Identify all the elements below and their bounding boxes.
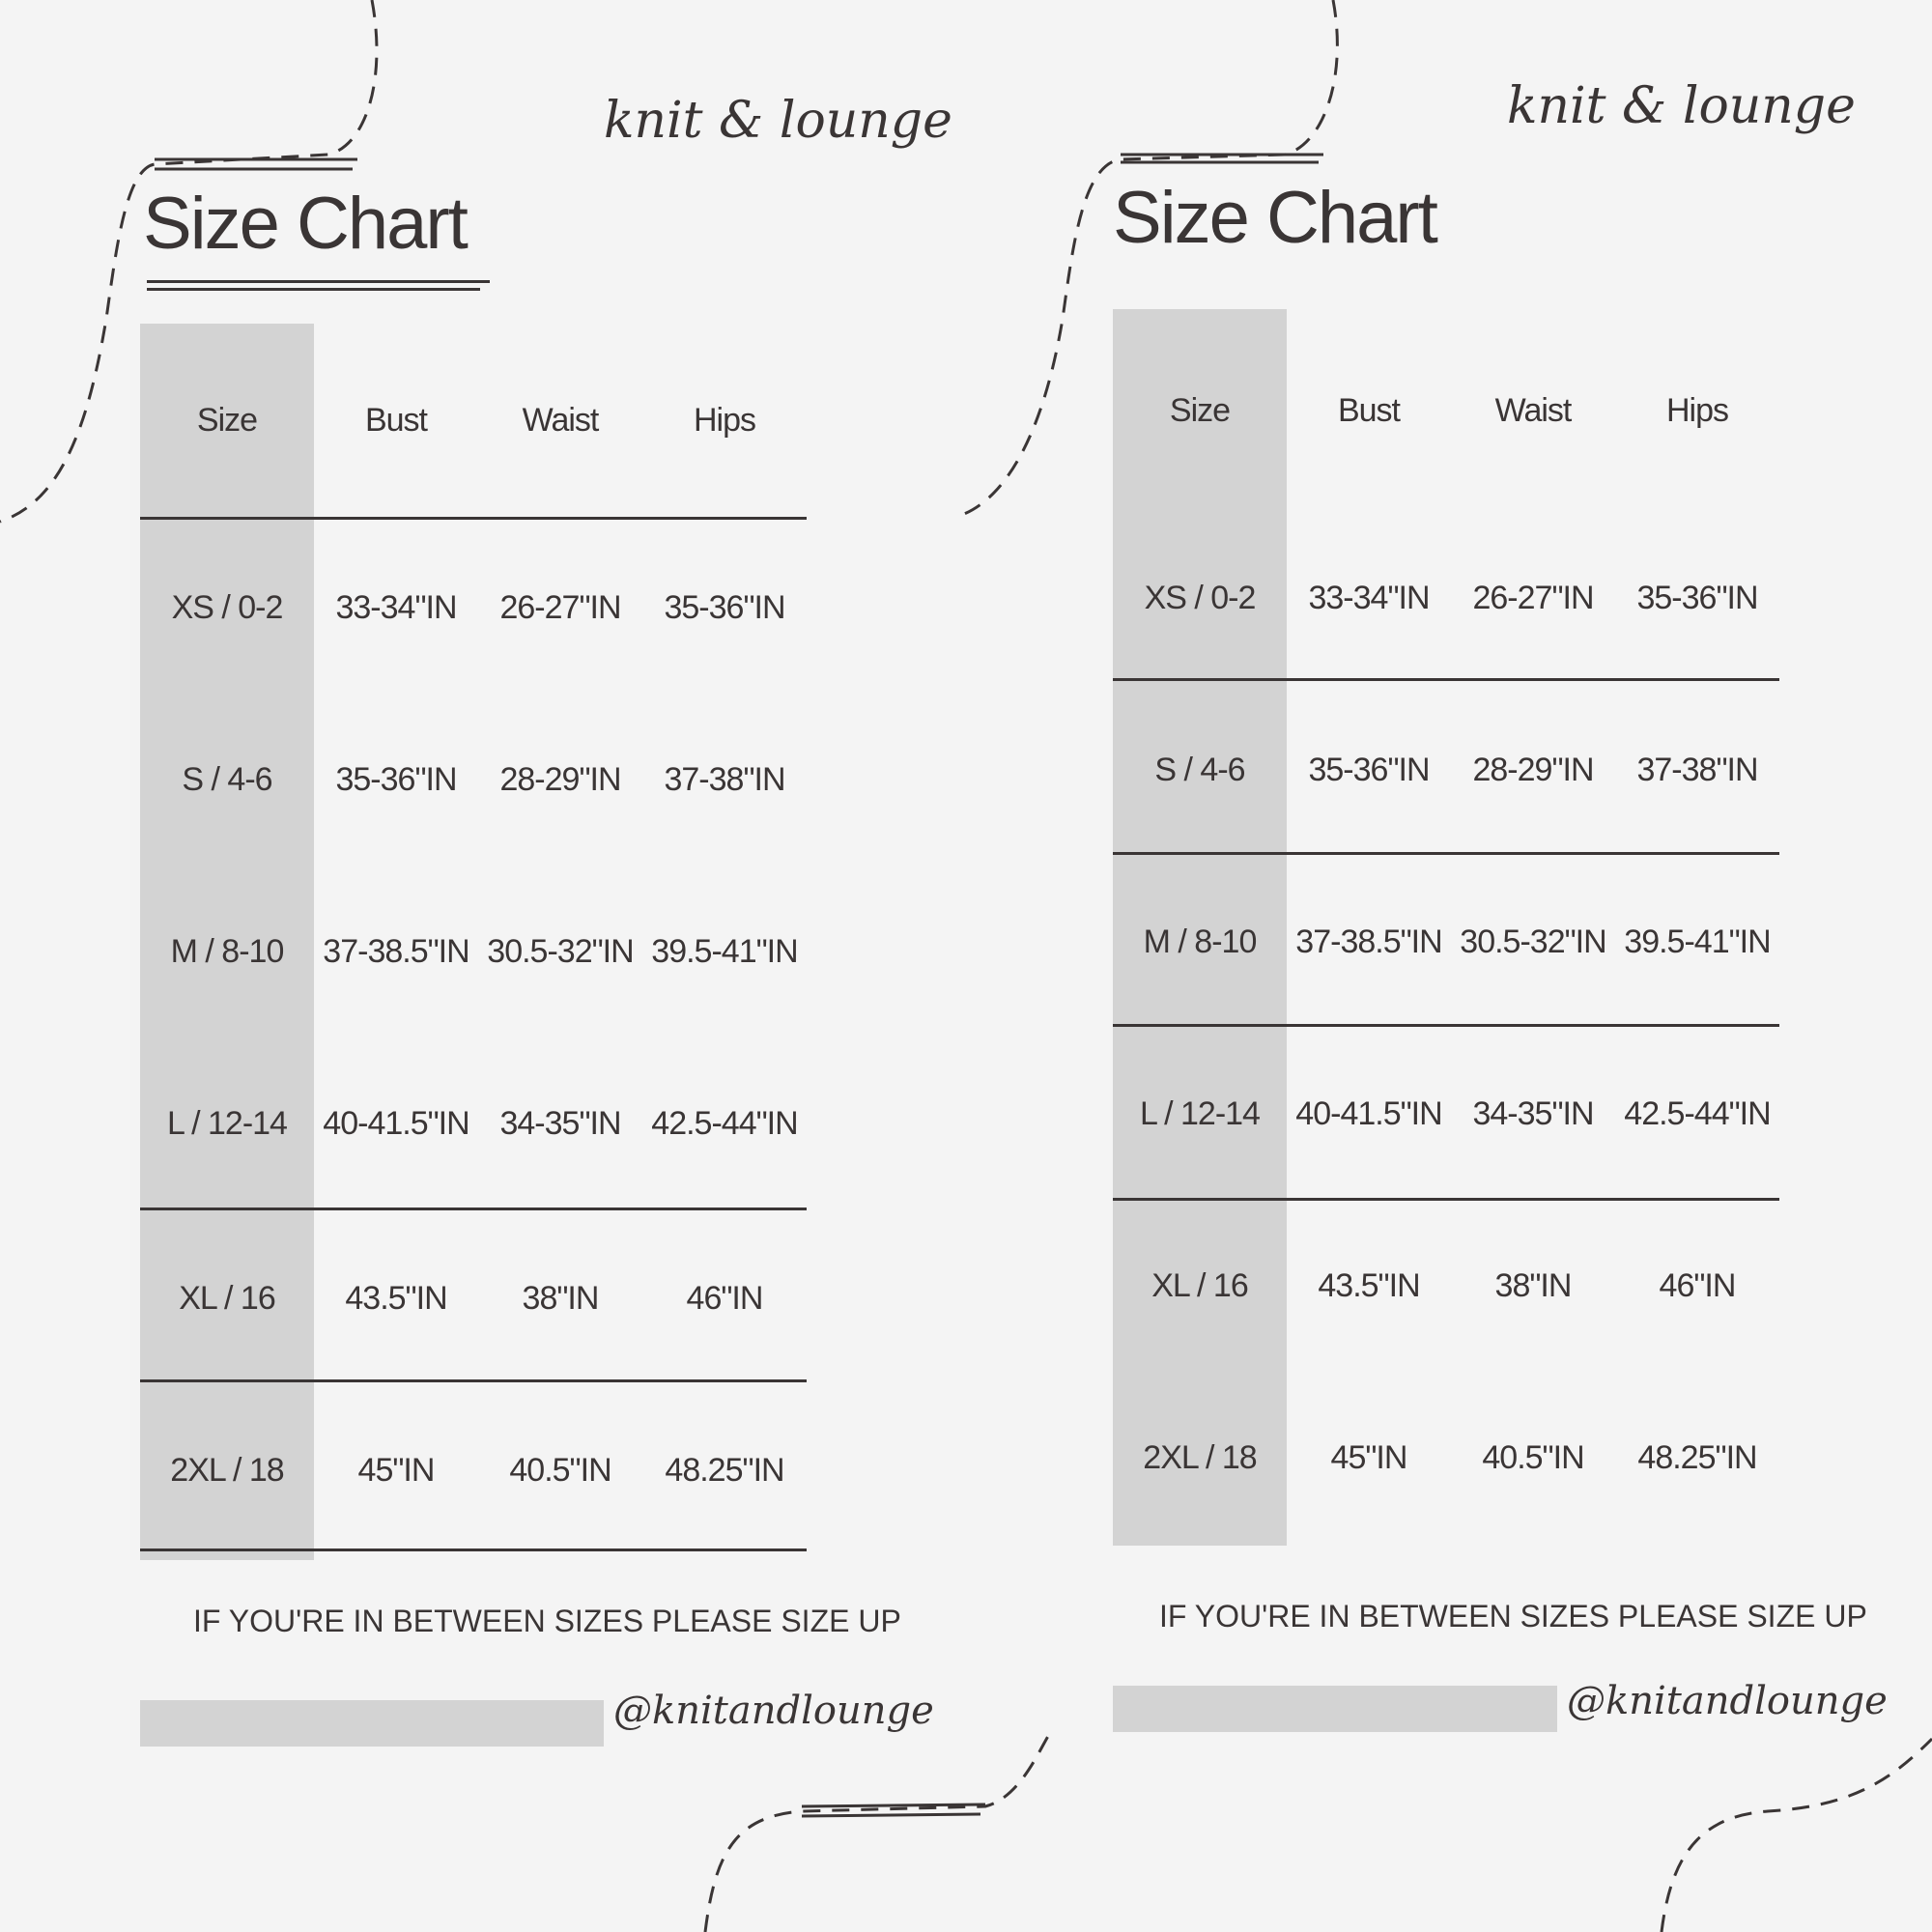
cell-size: 2XL / 18 (1143, 1438, 1257, 1476)
title-underline (147, 280, 490, 283)
table-header-row: Size Bust Waist Hips (1113, 309, 1779, 512)
table-row: XL / 16 43.5"IN 38"IN 46"IN (1113, 1200, 1779, 1372)
divider (1113, 1198, 1779, 1201)
cell-bust: 35-36"IN (335, 760, 457, 798)
cell-hips: 46"IN (1659, 1266, 1737, 1304)
table-header-row: Size Bust Waist Hips (140, 324, 807, 517)
cell-waist: 28-29"IN (499, 760, 621, 798)
cell-bust: 45"IN (357, 1451, 436, 1489)
cell-bust: 37-38.5"IN (323, 932, 469, 970)
divider (140, 1208, 807, 1210)
table-row: XS / 0-2 33-34"IN 26-27"IN 35-36"IN (140, 522, 807, 694)
cell-hips: 35-36"IN (664, 588, 785, 626)
social-handle: @knitandlounge (1567, 1679, 1888, 1723)
cell-waist: 38"IN (1494, 1266, 1573, 1304)
cell-bust: 40-41.5"IN (1295, 1094, 1442, 1132)
cell-hips: 46"IN (686, 1279, 764, 1317)
cell-bust: 37-38.5"IN (1295, 923, 1442, 960)
cell-bust: 33-34"IN (335, 588, 457, 626)
table-row: 2XL / 18 45"IN 40.5"IN 48.25"IN (140, 1384, 807, 1556)
size-column-background (1113, 309, 1287, 1546)
cell-hips: 48.25"IN (1637, 1438, 1757, 1476)
table-row: 2XL / 18 45"IN 40.5"IN 48.25"IN (1113, 1372, 1779, 1544)
table-row: S / 4-6 35-36"IN 28-29"IN 37-38"IN (140, 694, 807, 866)
cell-waist: 26-27"IN (1472, 579, 1594, 616)
header-waist: Waist (522, 401, 600, 439)
brand-logo: knit & lounge (604, 92, 952, 150)
cell-waist: 34-35"IN (499, 1104, 621, 1142)
cell-hips: 48.25"IN (665, 1451, 784, 1489)
cell-hips: 42.5-44"IN (1624, 1094, 1771, 1132)
divider (140, 1548, 807, 1551)
header-hips: Hips (1665, 391, 1729, 429)
handle-bar (1113, 1686, 1557, 1732)
cell-hips: 37-38"IN (664, 760, 785, 798)
handle-bar (140, 1700, 604, 1747)
cell-waist: 38"IN (522, 1279, 600, 1317)
header-size: Size (196, 401, 258, 439)
table-row: XS / 0-2 33-34"IN 26-27"IN 35-36"IN (1113, 512, 1779, 684)
cell-bust: 45"IN (1330, 1438, 1408, 1476)
divider (1113, 1024, 1779, 1027)
brand-logo: knit & lounge (1507, 77, 1856, 135)
table-row: L / 12-14 40-41.5"IN 34-35"IN 42.5-44"IN (140, 1037, 807, 1209)
cell-size: L / 12-14 (1140, 1094, 1261, 1132)
cell-size: XS / 0-2 (171, 588, 284, 626)
header-bust: Bust (364, 401, 428, 439)
cell-waist: 30.5-32"IN (487, 932, 634, 970)
cell-size: M / 8-10 (1143, 923, 1258, 960)
table-row: L / 12-14 40-41.5"IN 34-35"IN 42.5-44"IN (1113, 1028, 1779, 1200)
cell-size: S / 4-6 (182, 760, 272, 798)
header-bust: Bust (1337, 391, 1401, 429)
cell-bust: 43.5"IN (1318, 1266, 1420, 1304)
cell-waist: 26-27"IN (499, 588, 621, 626)
cell-bust: 33-34"IN (1308, 579, 1430, 616)
header-hips: Hips (693, 401, 756, 439)
cell-size: XS / 0-2 (1144, 579, 1257, 616)
page-title: Size Chart (143, 183, 469, 265)
table-row: M / 8-10 37-38.5"IN 30.5-32"IN 39.5-41"IN (1113, 856, 1779, 1028)
cell-waist: 28-29"IN (1472, 751, 1594, 788)
size-table: Size Bust Waist Hips XS / 0-2 33-34"IN 26-… (140, 324, 807, 1560)
cell-waist: 40.5"IN (509, 1451, 611, 1489)
cell-size: XL / 16 (1151, 1266, 1248, 1304)
size-up-note: IF YOU'RE IN BETWEEN SIZES PLEASE SIZE U… (193, 1604, 901, 1638)
cell-waist: 40.5"IN (1482, 1438, 1584, 1476)
size-up-note: IF YOU'RE IN BETWEEN SIZES PLEASE SIZE U… (1159, 1599, 1867, 1634)
table-row: XL / 16 43.5"IN 38"IN 46"IN (140, 1212, 807, 1384)
social-handle: @knitandlounge (613, 1689, 934, 1733)
cell-bust: 35-36"IN (1308, 751, 1430, 788)
cell-hips: 42.5-44"IN (651, 1104, 798, 1142)
cell-hips: 37-38"IN (1636, 751, 1758, 788)
cell-size: L / 12-14 (167, 1104, 288, 1142)
cell-bust: 40-41.5"IN (323, 1104, 469, 1142)
header-waist: Waist (1494, 391, 1573, 429)
table-row: S / 4-6 35-36"IN 28-29"IN 37-38"IN (1113, 684, 1779, 856)
divider (140, 517, 807, 520)
cell-size: 2XL / 18 (170, 1451, 284, 1489)
divider (1113, 678, 1779, 681)
cell-hips: 39.5-41"IN (1624, 923, 1771, 960)
cell-bust: 43.5"IN (345, 1279, 447, 1317)
cell-hips: 35-36"IN (1636, 579, 1758, 616)
title-underline (147, 288, 480, 291)
cell-waist: 34-35"IN (1472, 1094, 1594, 1132)
cell-size: XL / 16 (179, 1279, 275, 1317)
divider (1113, 852, 1779, 855)
cell-size: M / 8-10 (170, 932, 285, 970)
cell-hips: 39.5-41"IN (651, 932, 798, 970)
size-column-background (140, 324, 314, 1560)
table-row: M / 8-10 37-38.5"IN 30.5-32"IN 39.5-41"IN (140, 866, 807, 1037)
cell-waist: 30.5-32"IN (1460, 923, 1606, 960)
size-table: Size Bust Waist Hips XS / 0-2 33-34"IN 26-… (1113, 309, 1779, 1546)
divider (140, 1379, 807, 1382)
header-size: Size (1169, 391, 1231, 429)
page-title: Size Chart (1113, 177, 1438, 259)
cell-size: S / 4-6 (1154, 751, 1245, 788)
